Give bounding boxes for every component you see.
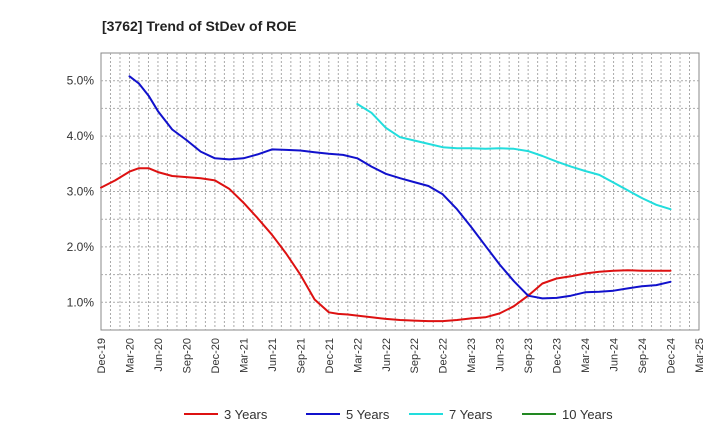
x-tick-label: Jun-20 <box>153 338 165 372</box>
legend-label: 3 Years <box>224 407 268 422</box>
x-tick-label: Dec-20 <box>210 338 222 373</box>
x-tick-label: Dec-23 <box>552 338 564 373</box>
series-layer <box>100 75 672 323</box>
x-tick-label: Jun-23 <box>495 338 507 372</box>
x-tick-label: Mar-21 <box>238 338 250 373</box>
x-tick-label: Sep-20 <box>181 338 193 373</box>
x-tick-label: Dec-24 <box>666 338 678 373</box>
x-tick-label: Sep-24 <box>637 338 649 373</box>
x-tick-label: Mar-24 <box>580 338 592 373</box>
y-tick-label: 1.0% <box>67 295 95 309</box>
y-tick-label: 2.0% <box>67 240 95 254</box>
y-tick-label: 4.0% <box>67 129 95 143</box>
x-tick-label: Dec-22 <box>438 338 450 373</box>
x-tick-label: Mar-22 <box>352 338 364 373</box>
legend-label: 5 Years <box>346 407 390 422</box>
x-tick-label: Sep-23 <box>523 338 535 373</box>
x-tick-label: Dec-21 <box>324 338 336 373</box>
x-axis: Dec-19 Mar-20 Jun-20 Sep-20 Dec-20 Mar-21 Jun-… <box>96 338 706 373</box>
x-tick-label: Dec-19 <box>96 338 108 373</box>
chart-title: [3762] Trend of StDev of ROE <box>102 18 296 34</box>
series-line-1 <box>100 167 672 323</box>
series-line-3 <box>356 103 672 211</box>
series-line-2 <box>128 75 672 300</box>
legend-label: 10 Years <box>562 407 613 422</box>
legend: 3 Years 5 Years 7 Years 10 Years <box>184 407 613 422</box>
x-tick-label: Sep-21 <box>295 338 307 373</box>
plot-area <box>100 52 700 331</box>
legend-label: 7 Years <box>449 407 493 422</box>
y-axis: 1.0% 2.0% 3.0% 4.0% 5.0% <box>67 74 95 310</box>
x-tick-label: Mar-23 <box>466 338 478 373</box>
y-tick-label: 3.0% <box>67 185 95 199</box>
y-tick-label: 5.0% <box>67 74 95 88</box>
x-tick-label: Mar-20 <box>124 338 136 373</box>
x-tick-label: Sep-22 <box>409 338 421 373</box>
x-tick-label: Mar-25 <box>694 338 706 373</box>
x-tick-label: Jun-24 <box>609 338 621 372</box>
x-tick-label: Jun-22 <box>381 338 393 372</box>
x-tick-label: Jun-21 <box>267 338 279 372</box>
